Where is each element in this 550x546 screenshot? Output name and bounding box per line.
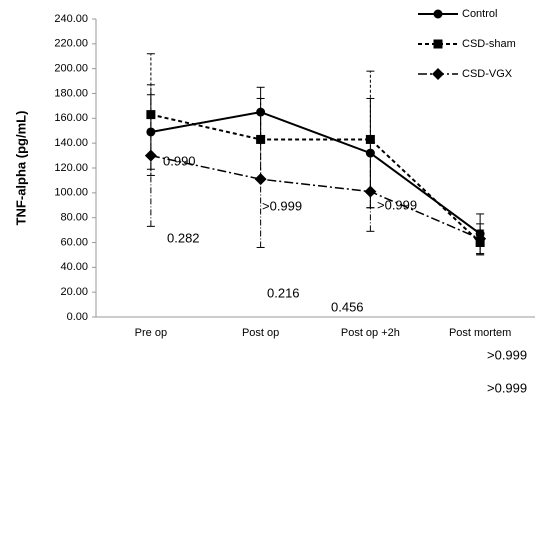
legend-label: CSD-sham bbox=[462, 38, 516, 50]
annotation: >0.999 bbox=[487, 347, 527, 362]
marker bbox=[364, 185, 377, 198]
annotation: >0.999 bbox=[377, 197, 417, 212]
x-tick-label: Pre op bbox=[135, 327, 167, 339]
annotation: 0.282 bbox=[167, 230, 200, 245]
y-tick-label: 200.00 bbox=[54, 63, 88, 75]
marker bbox=[365, 134, 375, 144]
series-line bbox=[150, 154, 481, 240]
annotation: 0.990 bbox=[163, 153, 196, 168]
legend-label: Control bbox=[462, 8, 497, 20]
legend-marker bbox=[433, 39, 443, 49]
y-tick-label: 60.00 bbox=[60, 236, 88, 248]
y-tick-label: 100.00 bbox=[54, 187, 88, 199]
series-line bbox=[150, 111, 481, 235]
y-tick-label: 240.00 bbox=[54, 13, 88, 25]
marker bbox=[254, 173, 267, 186]
marker bbox=[256, 134, 266, 144]
marker bbox=[144, 149, 157, 162]
y-tick-label: 0.00 bbox=[67, 311, 88, 323]
legend-marker bbox=[432, 68, 444, 80]
annotation: 0.456 bbox=[331, 299, 364, 314]
y-tick-label: 40.00 bbox=[60, 261, 88, 273]
legend-label: CSD-VGX bbox=[462, 68, 513, 80]
y-tick-label: 80.00 bbox=[60, 212, 88, 224]
annotation: >0.999 bbox=[487, 380, 527, 395]
marker bbox=[146, 127, 156, 137]
x-tick-label: Post mortem bbox=[449, 327, 511, 339]
x-tick-label: Post op bbox=[242, 327, 279, 339]
y-tick-label: 180.00 bbox=[54, 87, 88, 99]
y-axis-label: TNF-alpha (pg/mL) bbox=[13, 111, 28, 226]
x-tick-label: Post op +2h bbox=[341, 327, 400, 339]
annotation: 0.216 bbox=[267, 285, 300, 300]
annotation: >0.999 bbox=[262, 198, 302, 213]
y-tick-label: 140.00 bbox=[54, 137, 88, 149]
y-tick-label: 120.00 bbox=[54, 162, 88, 174]
y-tick-label: 220.00 bbox=[54, 38, 88, 50]
y-tick-label: 160.00 bbox=[54, 112, 88, 124]
series-line bbox=[150, 113, 481, 244]
legend-marker bbox=[433, 9, 443, 19]
y-tick-label: 20.00 bbox=[60, 286, 88, 298]
marker bbox=[474, 232, 487, 245]
